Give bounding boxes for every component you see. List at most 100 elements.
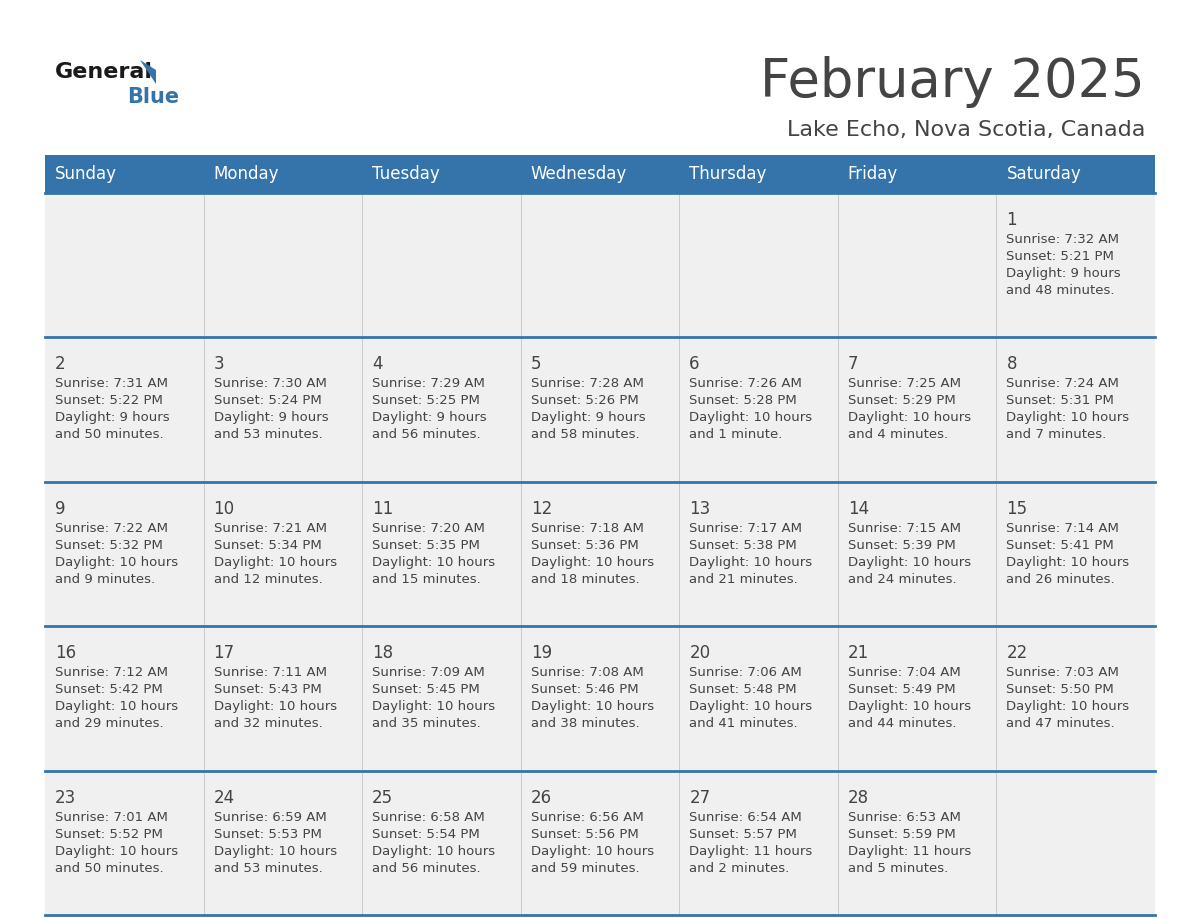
Text: Daylight: 11 hours: Daylight: 11 hours xyxy=(848,845,971,857)
Text: Sunset: 5:25 PM: Sunset: 5:25 PM xyxy=(372,395,480,408)
Text: Sunrise: 7:11 AM: Sunrise: 7:11 AM xyxy=(214,666,327,679)
Bar xyxy=(680,482,838,626)
Text: General: General xyxy=(55,62,153,82)
Text: 18: 18 xyxy=(372,644,393,662)
Text: Sunrise: 7:14 AM: Sunrise: 7:14 AM xyxy=(1006,521,1119,535)
Bar xyxy=(838,338,997,482)
Text: 6: 6 xyxy=(689,355,700,374)
Text: Daylight: 10 hours: Daylight: 10 hours xyxy=(55,555,178,569)
Text: and 29 minutes.: and 29 minutes. xyxy=(55,717,164,730)
Text: and 21 minutes.: and 21 minutes. xyxy=(689,573,798,586)
Text: Blue: Blue xyxy=(127,87,179,107)
Text: Sunrise: 7:03 AM: Sunrise: 7:03 AM xyxy=(1006,666,1119,679)
Text: Daylight: 9 hours: Daylight: 9 hours xyxy=(531,411,645,424)
Text: Sunrise: 7:21 AM: Sunrise: 7:21 AM xyxy=(214,521,327,535)
Bar xyxy=(520,770,680,915)
Text: Sunrise: 6:56 AM: Sunrise: 6:56 AM xyxy=(531,811,644,823)
Text: Sunrise: 7:32 AM: Sunrise: 7:32 AM xyxy=(1006,233,1119,246)
Text: and 2 minutes.: and 2 minutes. xyxy=(689,862,790,875)
Text: 7: 7 xyxy=(848,355,859,374)
Text: February 2025: February 2025 xyxy=(760,56,1145,108)
Text: Sunset: 5:32 PM: Sunset: 5:32 PM xyxy=(55,539,163,552)
Text: and 48 minutes.: and 48 minutes. xyxy=(1006,284,1114,297)
Text: Sunrise: 7:28 AM: Sunrise: 7:28 AM xyxy=(531,377,644,390)
Text: Sunday: Sunday xyxy=(55,165,116,183)
Text: Daylight: 10 hours: Daylight: 10 hours xyxy=(214,845,336,857)
Text: Daylight: 10 hours: Daylight: 10 hours xyxy=(848,555,971,569)
Bar xyxy=(838,193,997,338)
Text: Thursday: Thursday xyxy=(689,165,766,183)
Text: Lake Echo, Nova Scotia, Canada: Lake Echo, Nova Scotia, Canada xyxy=(786,120,1145,140)
Text: and 24 minutes.: and 24 minutes. xyxy=(848,573,956,586)
Text: Sunrise: 6:53 AM: Sunrise: 6:53 AM xyxy=(848,811,961,823)
Text: 5: 5 xyxy=(531,355,542,374)
Bar xyxy=(362,338,520,482)
Text: Sunrise: 7:24 AM: Sunrise: 7:24 AM xyxy=(1006,377,1119,390)
Text: and 56 minutes.: and 56 minutes. xyxy=(372,429,481,442)
Text: Sunset: 5:54 PM: Sunset: 5:54 PM xyxy=(372,828,480,841)
Text: Sunrise: 7:31 AM: Sunrise: 7:31 AM xyxy=(55,377,168,390)
Text: Sunset: 5:26 PM: Sunset: 5:26 PM xyxy=(531,395,638,408)
Text: and 38 minutes.: and 38 minutes. xyxy=(531,717,639,730)
Text: Sunset: 5:28 PM: Sunset: 5:28 PM xyxy=(689,395,797,408)
Text: Daylight: 10 hours: Daylight: 10 hours xyxy=(55,700,178,713)
Text: and 15 minutes.: and 15 minutes. xyxy=(372,573,481,586)
Text: and 41 minutes.: and 41 minutes. xyxy=(689,717,798,730)
Bar xyxy=(680,770,838,915)
Text: 12: 12 xyxy=(531,499,552,518)
Text: 1: 1 xyxy=(1006,211,1017,229)
Text: Sunset: 5:24 PM: Sunset: 5:24 PM xyxy=(214,395,321,408)
Bar xyxy=(362,482,520,626)
Text: Sunrise: 7:09 AM: Sunrise: 7:09 AM xyxy=(372,666,485,679)
Text: Sunrise: 7:01 AM: Sunrise: 7:01 AM xyxy=(55,811,168,823)
Text: Sunrise: 7:25 AM: Sunrise: 7:25 AM xyxy=(848,377,961,390)
Text: Sunset: 5:59 PM: Sunset: 5:59 PM xyxy=(848,828,955,841)
Bar xyxy=(45,770,203,915)
Bar xyxy=(838,626,997,770)
Text: 16: 16 xyxy=(55,644,76,662)
Text: and 50 minutes.: and 50 minutes. xyxy=(55,429,164,442)
Bar xyxy=(997,770,1155,915)
Text: Sunset: 5:50 PM: Sunset: 5:50 PM xyxy=(1006,683,1114,696)
Text: Sunrise: 7:17 AM: Sunrise: 7:17 AM xyxy=(689,521,802,535)
Text: and 53 minutes.: and 53 minutes. xyxy=(214,429,322,442)
Text: and 12 minutes.: and 12 minutes. xyxy=(214,573,322,586)
Text: Sunset: 5:22 PM: Sunset: 5:22 PM xyxy=(55,395,163,408)
Text: 26: 26 xyxy=(531,789,552,807)
Text: Sunrise: 7:30 AM: Sunrise: 7:30 AM xyxy=(214,377,327,390)
Text: Daylight: 10 hours: Daylight: 10 hours xyxy=(531,555,653,569)
Bar xyxy=(203,482,362,626)
Text: Daylight: 10 hours: Daylight: 10 hours xyxy=(214,555,336,569)
Bar xyxy=(362,626,520,770)
Text: Sunset: 5:21 PM: Sunset: 5:21 PM xyxy=(1006,250,1114,263)
Text: and 35 minutes.: and 35 minutes. xyxy=(372,717,481,730)
Text: 24: 24 xyxy=(214,789,235,807)
Text: 3: 3 xyxy=(214,355,225,374)
Text: 8: 8 xyxy=(1006,355,1017,374)
Text: and 9 minutes.: and 9 minutes. xyxy=(55,573,156,586)
Text: 15: 15 xyxy=(1006,499,1028,518)
Text: Sunset: 5:36 PM: Sunset: 5:36 PM xyxy=(531,539,638,552)
Bar xyxy=(45,193,203,338)
Text: 23: 23 xyxy=(55,789,76,807)
Text: Daylight: 10 hours: Daylight: 10 hours xyxy=(848,411,971,424)
Text: 19: 19 xyxy=(531,644,552,662)
Text: and 26 minutes.: and 26 minutes. xyxy=(1006,573,1116,586)
Text: Friday: Friday xyxy=(848,165,898,183)
Text: Daylight: 9 hours: Daylight: 9 hours xyxy=(214,411,328,424)
Bar xyxy=(997,482,1155,626)
Text: and 58 minutes.: and 58 minutes. xyxy=(531,429,639,442)
Text: Sunset: 5:52 PM: Sunset: 5:52 PM xyxy=(55,828,163,841)
Bar xyxy=(203,193,362,338)
Bar xyxy=(520,338,680,482)
Text: Sunset: 5:38 PM: Sunset: 5:38 PM xyxy=(689,539,797,552)
Bar xyxy=(838,770,997,915)
Bar xyxy=(520,626,680,770)
Text: and 1 minute.: and 1 minute. xyxy=(689,429,783,442)
Text: Daylight: 9 hours: Daylight: 9 hours xyxy=(55,411,170,424)
Text: and 4 minutes.: and 4 minutes. xyxy=(848,429,948,442)
Bar xyxy=(45,338,203,482)
Text: Daylight: 11 hours: Daylight: 11 hours xyxy=(689,845,813,857)
Text: Sunset: 5:56 PM: Sunset: 5:56 PM xyxy=(531,828,638,841)
Text: Daylight: 10 hours: Daylight: 10 hours xyxy=(372,845,495,857)
